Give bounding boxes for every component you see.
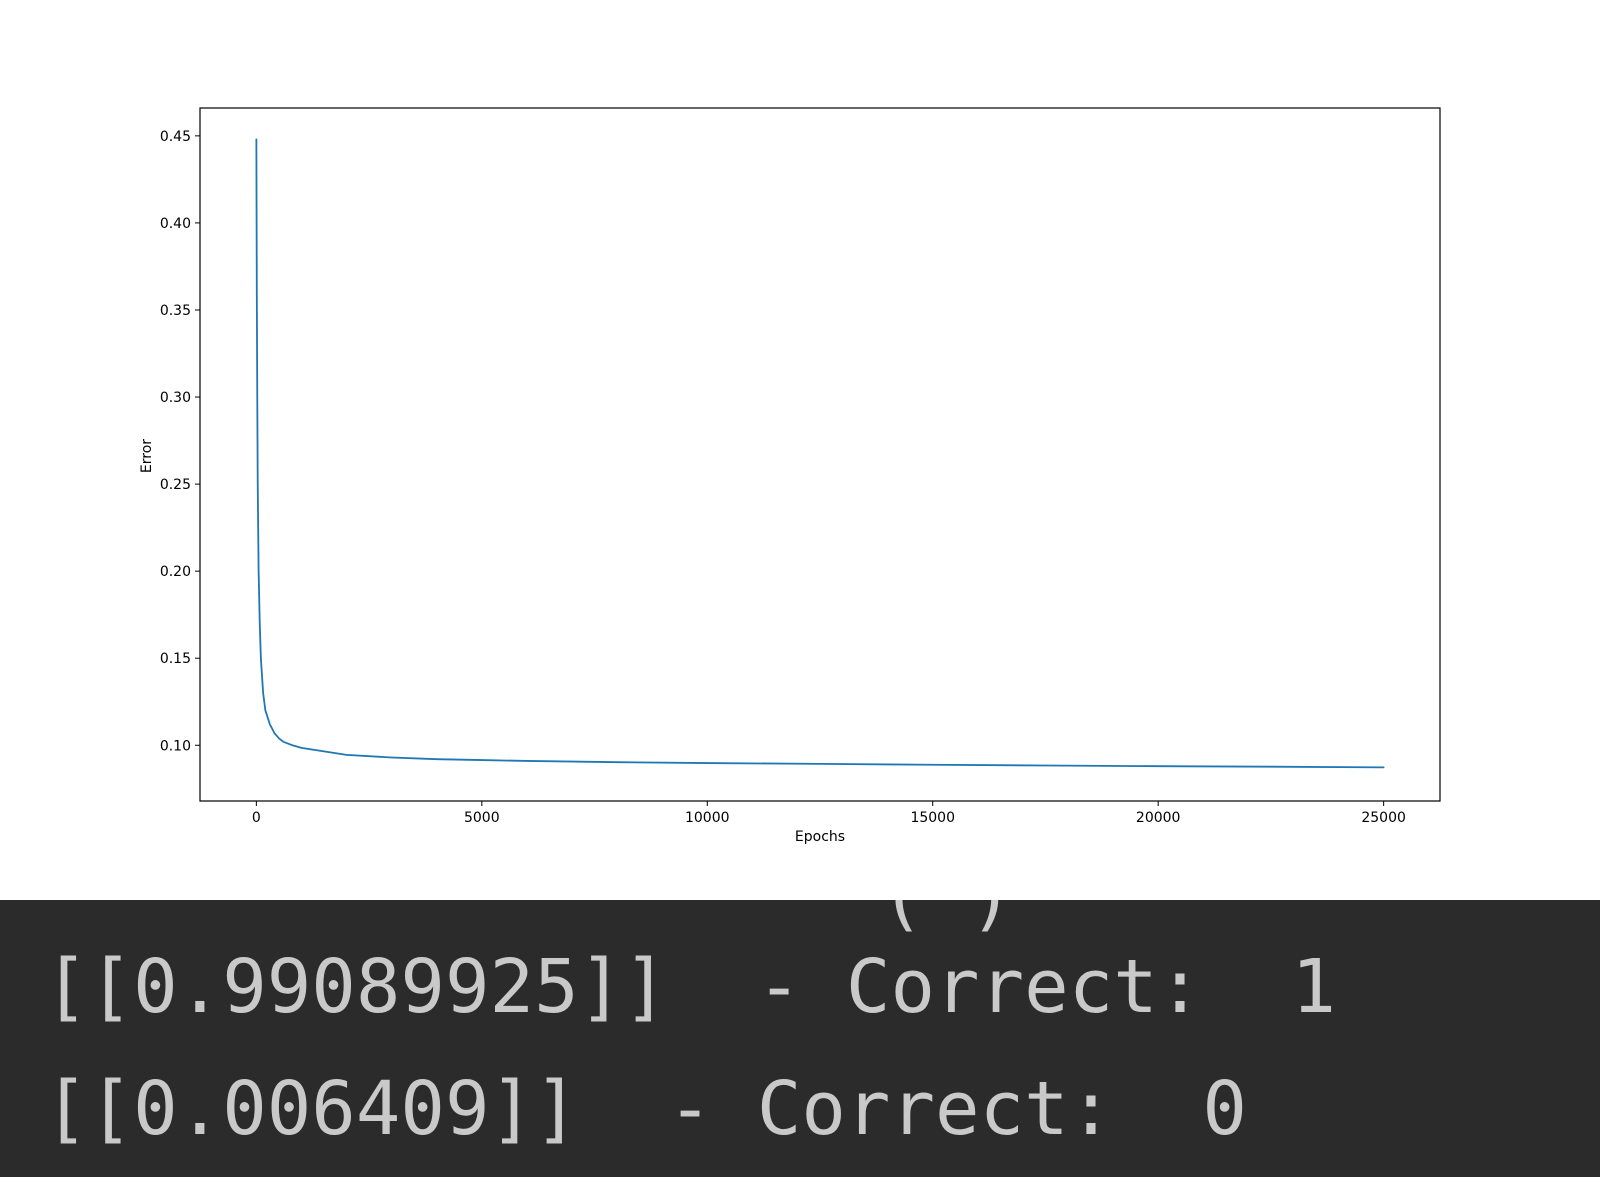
x-tick-label: 10000 — [685, 810, 730, 826]
y-tick-label: 0.25 — [160, 477, 191, 493]
console-line: [[0.006409]] - Correct: 0 — [44, 1066, 1247, 1152]
x-tick-label: 5000 — [464, 810, 500, 826]
error-series-line — [255, 138, 1385, 769]
y-tick-label: 0.15 — [160, 651, 191, 667]
y-tick-label: 0.40 — [160, 216, 191, 232]
console-line: [[0.99089925]] - Correct: 1 — [44, 944, 1337, 1030]
y-tick-label: 0.45 — [160, 129, 191, 145]
y-tick-label: 0.35 — [160, 303, 191, 319]
chart-area: 0 5000 10000 15000 20000 25000 0.10 0.15 0.20 0.2… — [139, 107, 1441, 845]
console-partial-line: ( ) — [880, 900, 1014, 934]
x-tick-label: 15000 — [910, 810, 955, 826]
y-tick-label: 0.20 — [160, 564, 191, 580]
y-tick-label: 0.30 — [160, 390, 191, 406]
x-tick-label: 0 — [252, 810, 261, 826]
x-tick-label: 20000 — [1136, 810, 1181, 826]
y-axis-label: Error — [139, 439, 155, 473]
plot-frame — [199, 107, 1441, 802]
console-output: ( ) [[0.99089925]] - Correct: 1 [[0.0064… — [0, 900, 1600, 1177]
y-tick-label: 0.10 — [160, 738, 191, 754]
x-axis-label: Epochs — [795, 829, 845, 845]
x-tick-label: 25000 — [1361, 810, 1406, 826]
line-chart: 0 5000 10000 15000 20000 25000 0.10 0.15 0.20 0.2… — [139, 107, 1441, 845]
